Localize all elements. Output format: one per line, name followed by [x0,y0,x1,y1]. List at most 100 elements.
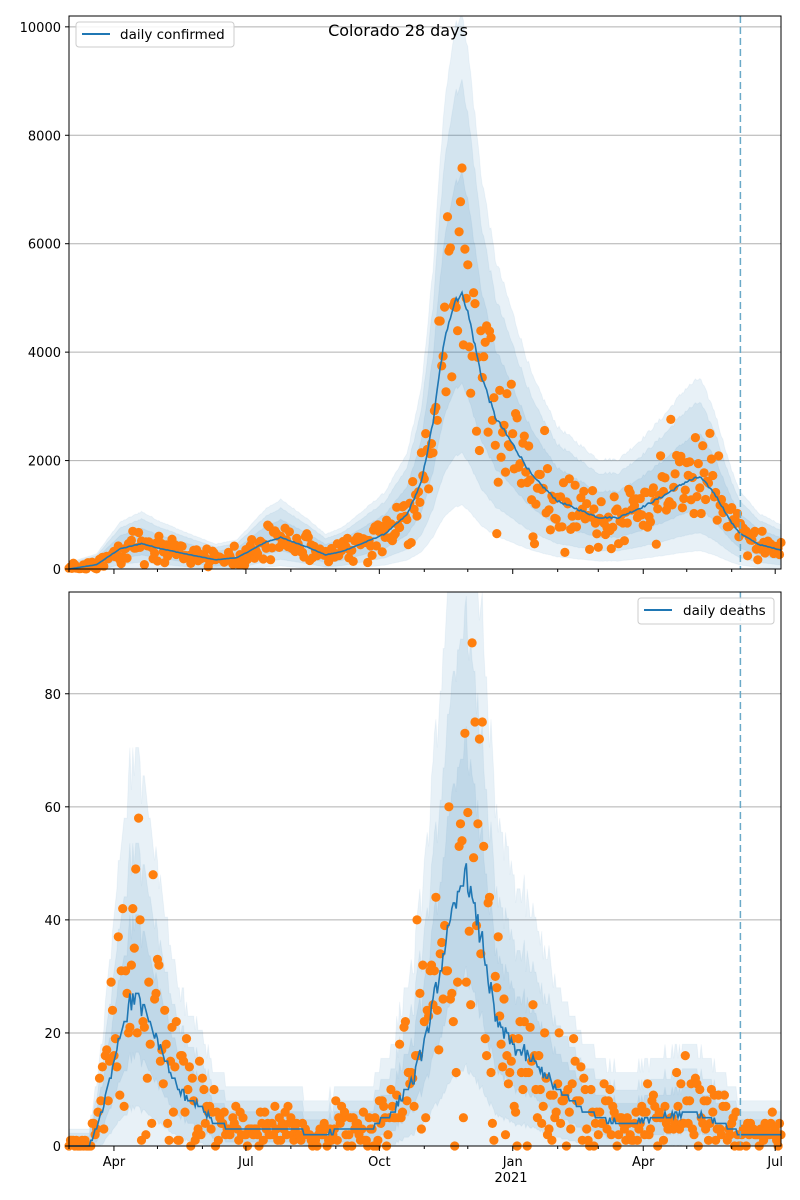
deaths-observed-point [556,1118,566,1128]
deaths-observed-point [544,1124,554,1134]
confirmed-observed-point [471,426,482,436]
confirmed-observed-point [692,492,702,502]
deaths-observed-point [115,1090,125,1100]
confirmed-observed-point [371,541,381,551]
confirmed-observed-point [440,302,450,312]
deaths-observed-point [524,1067,534,1078]
confirmed-observed-point [508,429,518,439]
deaths-observed-point [94,1073,105,1083]
confirmed-observed-point [551,514,561,524]
deaths-plot-area [69,592,781,1146]
deaths-x-tick-label: Jul [766,1155,783,1170]
deaths-observed-point [416,1124,426,1134]
deaths-observed-point [774,1118,785,1128]
year-label: 2021 [494,1171,527,1186]
deaths-median-path [69,863,781,1147]
deaths-observed-point [457,836,467,846]
confirmed-observed-point [445,243,455,253]
deaths-observed-point [424,1011,434,1021]
deaths-observed-point [493,932,503,942]
deaths-observed-point [453,977,463,987]
deaths-observed-point [570,1056,580,1066]
deaths-observed-point [344,1130,354,1140]
confirmed-observed-point [695,483,705,493]
confirmed-y-tick-label: 6000 [28,238,61,253]
confirmed-legend: daily confirmed [75,21,235,48]
deaths-observed-point [181,1034,192,1044]
confirmed-observed-point [774,549,785,560]
confirmed-observed-point [669,482,679,492]
deaths-observed-point [586,1084,596,1095]
deaths-observed-point [725,1130,735,1140]
deaths-observed-point [528,1000,538,1010]
confirmed-observed-point [502,389,512,399]
confirmed-observed-point [126,535,136,546]
deaths-observed-point [160,1005,170,1015]
deaths-observed-point [447,988,457,999]
deaths-observed-point [518,1084,528,1095]
deaths-observed-point [397,1107,408,1117]
confirmed-observed-point [667,500,677,510]
confirmed-observed-point [252,549,263,559]
confirmed-observed-point [363,557,373,568]
deaths-x-tick-label: Apr [103,1155,126,1170]
confirmed-observed-point [545,525,556,535]
confirmed-observed-point [463,260,473,270]
deaths-observed-point [179,1056,189,1066]
deaths-observed-point [480,1034,490,1044]
deaths-observed-point [96,1096,106,1106]
confirmed-observed-point [757,526,767,536]
confirmed-observed-point [660,473,670,483]
confirmed-observed-point [714,451,724,461]
deaths-observed-point [599,1079,609,1089]
confirmed-observed-point [544,505,554,515]
confirmed-observed-point [699,468,709,478]
deaths-observed-point [673,1101,683,1111]
confirmed-observed-point [571,522,582,532]
deaths-y-tick-label: 20 [44,1027,61,1042]
deaths-observed-point [415,988,425,999]
deaths-observed-point [258,1135,268,1145]
deaths-observed-point [643,1079,653,1089]
confirmed-observed-point [648,483,659,493]
deaths-observed-point [716,1130,727,1140]
confirmed-observed-point [122,553,132,563]
deaths-observed-point [566,1124,576,1134]
deaths-panel: 0 20 40 60 80 Apr Jul Oct Jan Apr Jul daily deaths… [44,591,786,1186]
deaths-observed-point [134,813,144,823]
deaths-observed-point [658,1135,669,1145]
deaths-observed-point [142,1073,152,1083]
deaths-observed-point [148,870,158,880]
deaths-observed-point [469,853,479,863]
confirmed-y-tick-label: 2000 [28,455,61,470]
confirmed-observed-point [406,538,416,548]
confirmed-observed-point [685,457,695,467]
confirmed-legend-label: daily confirmed [120,27,225,43]
confirmed-observed-point [609,492,619,502]
confirmed-observed-point [570,480,580,490]
deaths-observed-point [339,1107,350,1117]
confirmed-observed-point [608,522,618,532]
deaths-observed-point [106,977,116,987]
deaths-observed-point [448,1017,458,1027]
deaths-observed-point [132,1028,142,1038]
deaths-observed-point [129,943,139,953]
deaths-observed-point [432,1005,442,1015]
confirmed-observed-point [470,299,480,309]
deaths-observed-point [487,1118,497,1128]
confirmed-observed-point [495,385,505,395]
confirmed-observed-point [435,316,445,326]
deaths-legend-box [637,597,775,625]
deaths-observed-point [170,1062,180,1072]
deaths-plot-frame [68,591,782,1147]
deaths-x-tick-label: Jan [502,1155,523,1170]
confirmed-observed-point [152,556,163,566]
confirmed-median-path [68,290,782,570]
confirmed-observed-point [693,459,703,469]
deaths-observed-point [721,1101,731,1111]
deaths-observed-point [702,1096,712,1106]
deaths-observed-point [680,1051,690,1061]
confirmed-observed-point [455,197,466,207]
deaths-observed-point [107,1005,118,1015]
deaths-legend-label: daily deaths [683,603,766,619]
